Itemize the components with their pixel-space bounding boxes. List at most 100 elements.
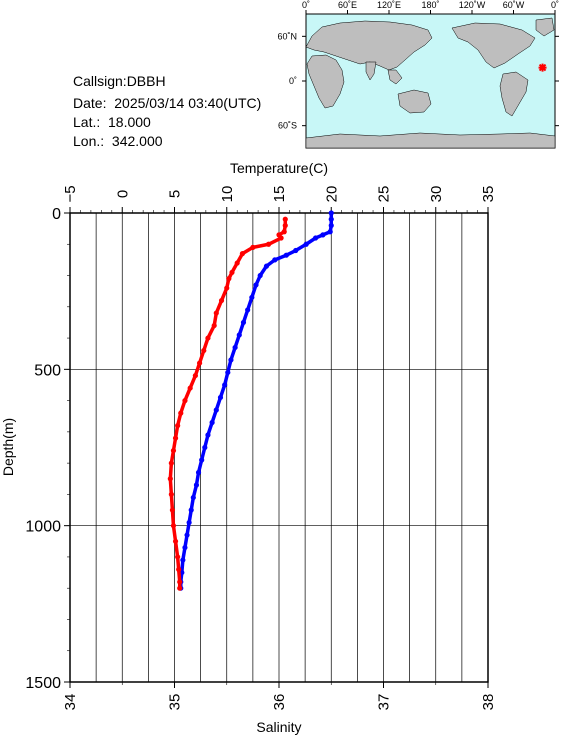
salinity-tick-label: 36 [271, 694, 288, 711]
salinity-data-point [213, 310, 219, 316]
land-europe-asia [305, 20, 433, 71]
land-india [365, 61, 377, 81]
salinity-data-point [234, 260, 240, 266]
salinity-axis-label: Salinity [256, 719, 301, 735]
station-star-icon [538, 63, 547, 72]
map-lon-label: 0˚ [302, 0, 310, 10]
salinity-data-point [168, 460, 174, 466]
depth-tick-label: 0 [52, 206, 61, 223]
salinity-data-point [175, 554, 181, 560]
land-antarctica [305, 132, 556, 149]
map-lon-label: 180˚ [421, 0, 439, 10]
map-lat-label: 60˚N [277, 31, 297, 41]
map-lon-label: 0˚ [551, 0, 559, 10]
temperature-tick-label: −5 [62, 185, 79, 202]
temperature-data-point [188, 507, 194, 513]
temperature-tick-label: 35 [480, 186, 497, 203]
temperature-data-point [312, 235, 319, 241]
salinity-data-point [182, 398, 188, 404]
depth-axis: 0 500 1000 1500 [25, 206, 70, 692]
salinity-data-point [205, 335, 211, 341]
temperature-axis-label: Temperature(C) [230, 160, 328, 176]
temperature-tick-label: 5 [167, 190, 184, 198]
salinity-data-point [170, 523, 177, 529]
salinity-data-point [168, 491, 174, 497]
temperature-data-point [253, 282, 259, 288]
temperature-data-point [240, 319, 247, 326]
temperature-data-point [328, 216, 334, 222]
temperature-profile-line [179, 211, 333, 590]
salinity-tick-label: 35 [167, 694, 184, 711]
salinity-data-point [178, 410, 184, 416]
map-lon-label: 60˚E [338, 0, 357, 10]
salinity-data-point [187, 385, 193, 391]
temperature-tick-label: 15 [271, 186, 288, 203]
salinity-data-point [176, 566, 182, 573]
temperature-data-point [205, 432, 211, 438]
map-lat-label: 0˚ [289, 76, 297, 86]
salinity-data-point [281, 229, 287, 235]
temperature-data-point [320, 232, 326, 238]
salinity-axis: 34 35 36 37 38 [62, 682, 497, 710]
salinity-data-point [211, 322, 217, 329]
salinity-data-point [177, 579, 183, 585]
salinity-tick-label: 37 [376, 694, 393, 711]
land-southeast-asia [387, 69, 403, 85]
land-north-america [451, 22, 536, 69]
map-lat-label: 60˚S [278, 121, 297, 131]
salinity-data-point [224, 285, 230, 291]
temperature-data-point [190, 494, 196, 501]
salinity-data-point [265, 241, 272, 247]
series-layer [167, 210, 334, 591]
salinity-tick-label: 38 [480, 694, 497, 711]
temperature-data-point [272, 257, 278, 263]
salinity-data-point [278, 235, 284, 241]
date-text: Date: 2025/03/14 03:40(UTC) [73, 95, 262, 111]
salinity-data-point [201, 347, 207, 354]
salinity-data-point [175, 423, 181, 429]
salinity-data-point [196, 360, 203, 366]
latitude-text: Lat.: 18.000 [73, 114, 151, 130]
temperature-axis: −5 0 5 10 15 20 25 30 35 [62, 185, 497, 213]
depth-tick-label: 1500 [25, 675, 61, 692]
salinity-data-point [172, 538, 179, 544]
plot-grid [69, 213, 489, 682]
map-latitude-labels: 60˚N 0˚ 60˚S [277, 31, 559, 131]
salinity-data-point [282, 222, 288, 229]
land-south-america [499, 71, 529, 117]
temperature-data-point [217, 394, 224, 401]
world-map: 0˚ 60˚E 120˚E 180˚ 120˚W 60˚W 0˚ 60˚N 0˚ 60˚S [277, 0, 559, 149]
temperature-data-point [236, 332, 242, 338]
salinity-data-point [226, 276, 232, 282]
temperature-data-point [293, 247, 299, 254]
temperature-data-point [263, 263, 270, 269]
salinity-data-point [172, 435, 179, 441]
temperature-data-point [303, 241, 309, 247]
temperature-tick-label: 20 [323, 186, 340, 203]
callsign-text: Callsign:DBBH [73, 73, 166, 89]
longitude-text: Lon.: 342.000 [73, 133, 163, 149]
depth-tick-label: 1000 [25, 519, 61, 536]
temperature-tick-label: 0 [114, 190, 131, 198]
salinity-data-point [239, 251, 246, 257]
temperature-data-point [193, 482, 200, 488]
temperature-data-point [283, 252, 289, 258]
temperature-data-point [245, 307, 251, 313]
map-longitude-labels: 0˚ 60˚E 120˚E 180˚ 120˚W 60˚W 0˚ [302, 0, 559, 14]
depth-axis-label: Depth(m) [0, 418, 16, 476]
salinity-data-point [167, 476, 173, 482]
map-lon-label: 120˚W [459, 0, 486, 10]
temperature-data-point [257, 272, 263, 279]
temperature-data-point [213, 407, 219, 413]
salinity-data-point [229, 269, 235, 276]
map-lon-label: 120˚E [377, 0, 401, 10]
land-africa [306, 54, 345, 109]
salinity-tick-label: 34 [62, 694, 79, 711]
temperature-data-point [195, 469, 202, 476]
salinity-data-point [177, 585, 183, 591]
temperature-data-point [328, 222, 334, 229]
temperature-data-point [328, 210, 334, 216]
salinity-data-point [282, 216, 288, 222]
temperature-data-point [199, 457, 205, 463]
salinity-data-point [192, 372, 198, 379]
